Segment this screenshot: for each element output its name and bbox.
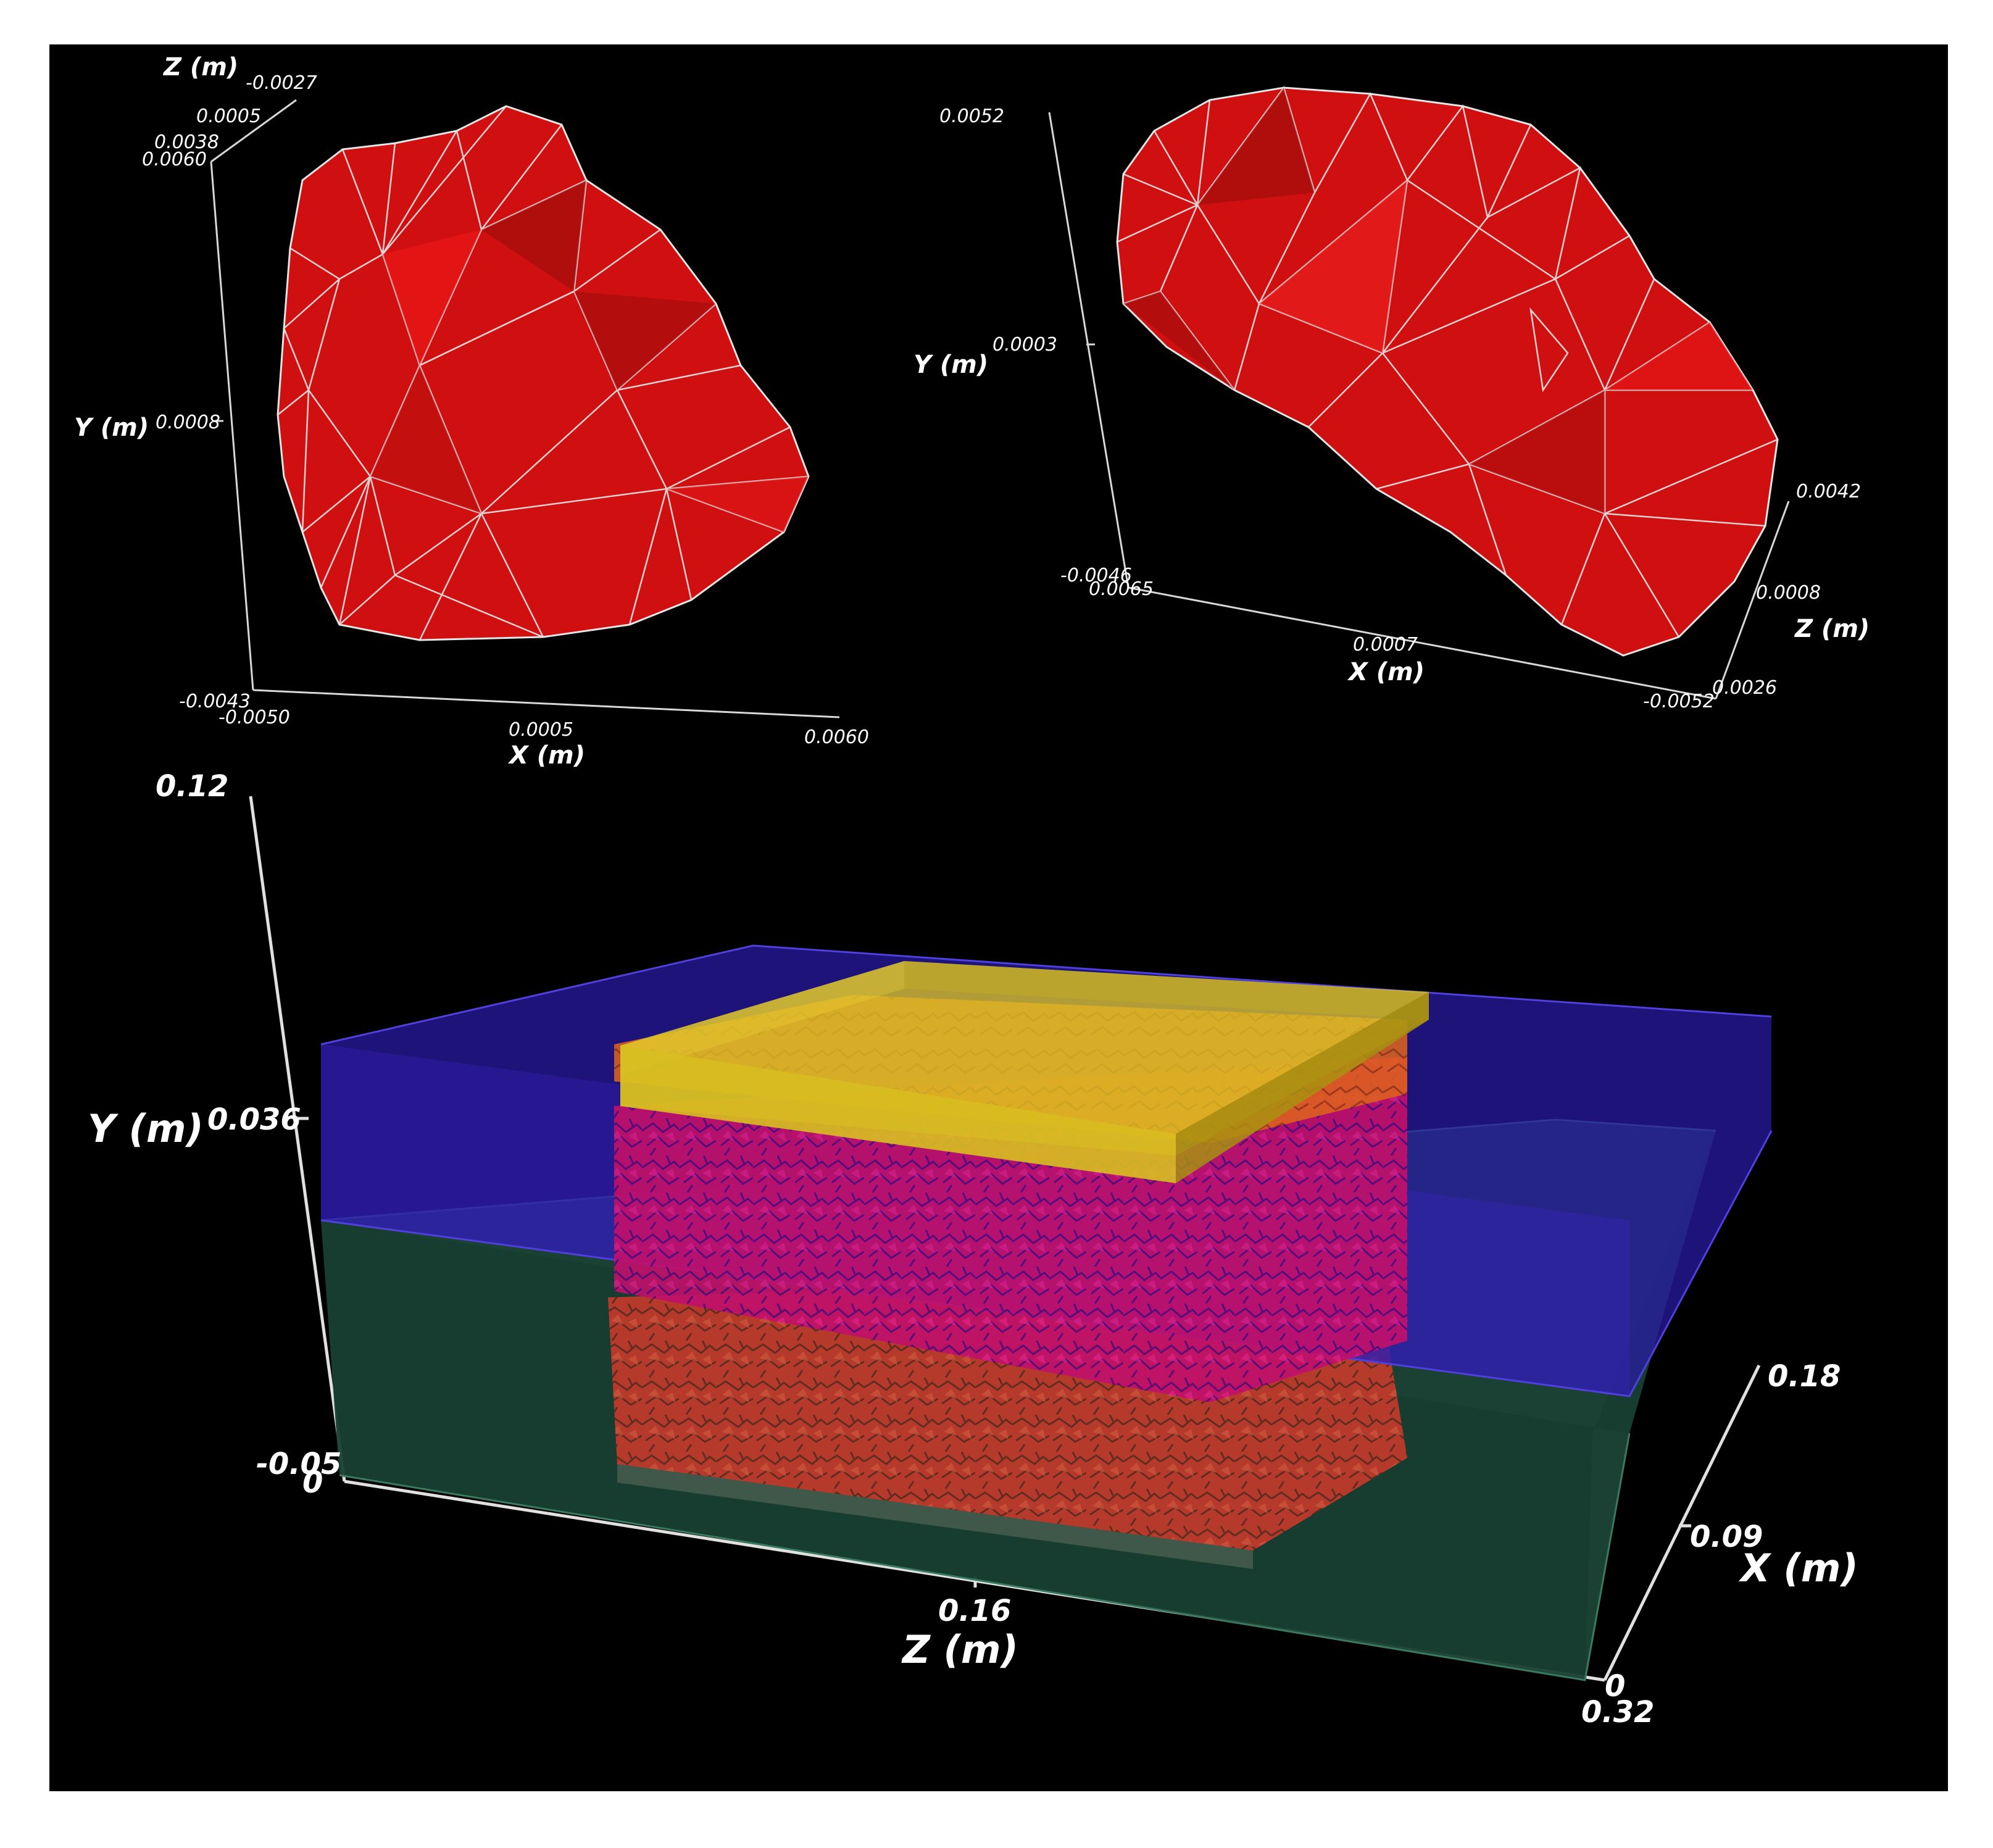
left-y-axis-line xyxy=(210,161,254,691)
right-y-tick-3: -0.0046 xyxy=(1060,565,1132,586)
right-x-tick-3: -0.0052 xyxy=(1643,691,1715,712)
model-x-tick-2: 0.09 xyxy=(1690,1520,1763,1554)
left-y-tick-1: 0.0060 xyxy=(142,149,207,170)
right-z-axis-line xyxy=(1715,501,1790,699)
right-y-title: Y (m) xyxy=(913,351,988,379)
left-y-tick-3: -0.0043 xyxy=(179,691,251,712)
particle-left-mesh xyxy=(277,105,810,641)
model-y-tick-1: 0.12 xyxy=(156,769,228,804)
left-z-tick-3: 0.0038 xyxy=(154,131,219,153)
left-x-title: X (m) xyxy=(507,741,585,770)
model-y-axis-line xyxy=(249,796,346,1482)
right-x-title: X (m) xyxy=(1347,658,1425,686)
right-y-tick-2: 0.0003 xyxy=(992,334,1057,356)
model-z-tick-2: 0.16 xyxy=(938,1594,1011,1628)
model-x-axis-line xyxy=(1603,1364,1761,1681)
right-x-tick-1: 0.0065 xyxy=(1089,578,1154,600)
model-z-title: Z (m) xyxy=(901,1627,1018,1672)
model-y-title: Y (m) xyxy=(88,1106,204,1151)
particle-right-axes xyxy=(1048,112,1790,700)
particle-left-axes xyxy=(210,99,840,718)
right-x-tick-2: 0.0007 xyxy=(1353,634,1418,656)
model-z-tick-1: 0 xyxy=(302,1465,323,1500)
right-x-axis-line xyxy=(1128,586,1716,700)
left-x-tick-1: -0.0050 xyxy=(218,707,290,728)
right-y-tick-1: 0.0052 xyxy=(939,106,1004,127)
visualization-canvas: Z (m) -0.0027 0.0005 0.0038 0.0060 Y (m)… xyxy=(49,44,1948,1791)
particle-right-mesh xyxy=(1116,86,1779,657)
left-x-tick-3: 0.0060 xyxy=(804,726,869,748)
right-z-tick-1: 0.0042 xyxy=(1796,481,1861,502)
model-y-tick-2: 0.036 xyxy=(207,1102,301,1137)
left-x-tick-2: 0.0005 xyxy=(509,719,573,741)
left-z-axis-line xyxy=(210,99,297,163)
left-z-tick-2: 0.0005 xyxy=(196,106,261,127)
scene-svg: Z (m) -0.0027 0.0005 0.0038 0.0060 Y (m)… xyxy=(74,53,1870,1729)
model-x-tick-3: 0 xyxy=(1605,1669,1625,1704)
right-z-tick-2: 0.0008 xyxy=(1756,582,1821,604)
left-z-title: Z (m) xyxy=(162,53,238,81)
model-y-tick-3: -0.05 xyxy=(256,1447,341,1481)
right-z-title: Z (m) xyxy=(1794,615,1870,643)
left-x-axis-line xyxy=(252,689,840,718)
left-y-title: Y (m) xyxy=(74,414,149,442)
yellow-loading-plate xyxy=(620,961,1429,1183)
model-x-title: X (m) xyxy=(1738,1546,1858,1591)
right-z-tick-3: 0.0026 xyxy=(1712,677,1777,699)
left-y-tick-2: 0.0008 xyxy=(156,412,220,433)
model-z-tick-3: 0.32 xyxy=(1581,1695,1654,1729)
left-z-tick-1: -0.0027 xyxy=(246,72,317,94)
model-x-tick-1: 0.18 xyxy=(1768,1359,1841,1394)
right-y-axis-line xyxy=(1048,112,1130,588)
